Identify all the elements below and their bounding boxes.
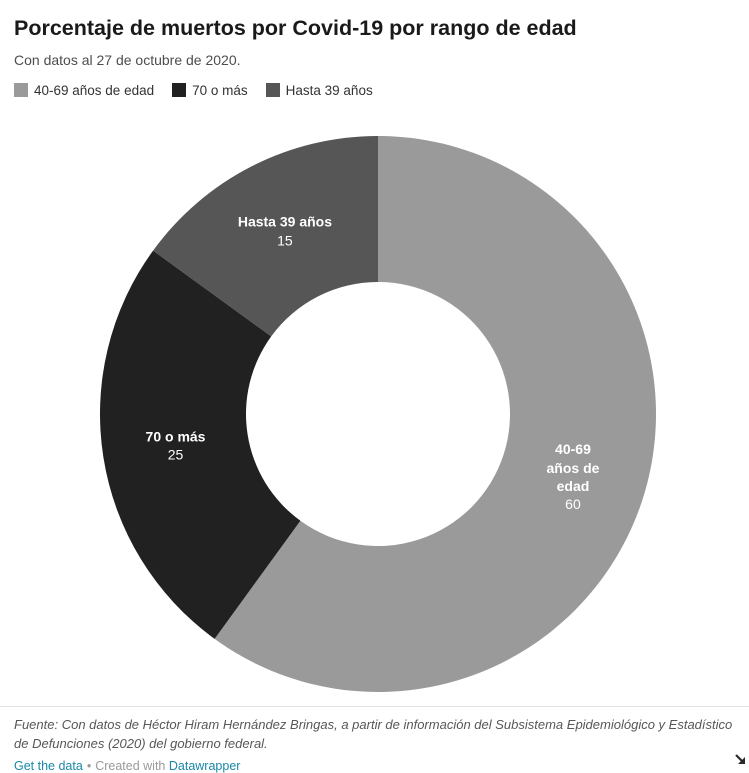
created-with-label: Created with xyxy=(95,758,166,773)
pie-slice-2[interactable] xyxy=(153,135,378,337)
legend-label-40-69: 40-69 años de edad xyxy=(34,82,155,98)
legend: 40-69 años de edad 70 o más Hasta 39 año… xyxy=(14,83,735,98)
get-the-data-link[interactable]: Get the data xyxy=(14,758,83,773)
legend-label-70-o-mas: 70 o más xyxy=(192,82,248,98)
chart-footer: Fuente: Con datos de Héctor Hiram Hernán… xyxy=(0,705,749,773)
separator-dot: • xyxy=(86,758,92,773)
legend-swatch-70-o-mas xyxy=(172,83,187,98)
attribution-row: Get the data • Created with Datawrapper xyxy=(14,759,735,773)
chart-title: Porcentaje de muertos por Covid-19 por r… xyxy=(14,16,577,40)
pie-slice-1[interactable] xyxy=(99,250,301,639)
datawrapper-link[interactable]: Datawrapper xyxy=(168,758,241,773)
pie-slice-0[interactable] xyxy=(214,135,656,692)
legend-swatch-40-69 xyxy=(14,83,28,98)
legend-item-40-69: 40-69 años de edad xyxy=(14,83,154,98)
legend-swatch-hasta-39 xyxy=(265,83,280,98)
resize-arrow-icon[interactable] xyxy=(733,752,748,767)
donut-svg xyxy=(99,135,656,692)
legend-item-70-o-mas: 70 o más xyxy=(172,83,248,98)
source-note: Fuente: Con datos de Héctor Hiram Hernán… xyxy=(14,716,733,752)
legend-label-hasta-39: Hasta 39 años xyxy=(285,82,373,98)
donut-chart: 40-69 años de edad 60 70 o más 25 Hasta 39 año… xyxy=(0,128,749,700)
chart-subtitle: Con datos al 27 de octubre de 2020. xyxy=(14,51,241,68)
chart-header: Porcentaje de muertos por Covid-19 por r… xyxy=(0,0,749,98)
legend-item-hasta-39: Hasta 39 años xyxy=(265,82,373,98)
